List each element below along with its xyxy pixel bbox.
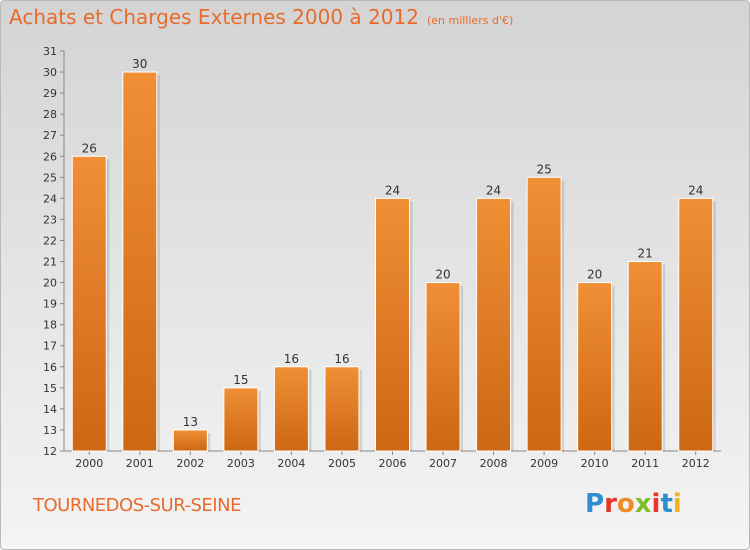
x-tick-label: 2004 — [277, 457, 305, 470]
x-tick-label: 2011 — [631, 457, 659, 470]
logo-letter: i — [672, 489, 682, 519]
x-tick-label: 2003 — [227, 457, 255, 470]
bar-value-label: 21 — [638, 247, 653, 261]
x-tick-label: 2005 — [328, 457, 356, 470]
proxiti-logo: Proxiti — [585, 489, 682, 519]
logo-letter: t — [660, 489, 673, 519]
y-tick-label: 30 — [43, 66, 57, 79]
x-tick-label: 2006 — [379, 457, 407, 470]
x-tick-label: 2009 — [530, 457, 558, 470]
y-tick-label: 21 — [43, 256, 57, 269]
y-tick-label: 18 — [43, 319, 57, 332]
y-tick-label: 12 — [43, 445, 57, 458]
bars — [71, 71, 716, 452]
y-tick-label: 26 — [43, 150, 57, 163]
y-tick-label: 31 — [43, 45, 57, 58]
x-tick-label: 2012 — [682, 457, 710, 470]
x-tick-label: 2002 — [176, 457, 204, 470]
bar-2001 — [122, 71, 158, 452]
bar-2010 — [577, 282, 613, 452]
y-tick-label: 20 — [43, 277, 57, 290]
y-tick-label: 27 — [43, 129, 57, 142]
y-tick-label: 13 — [43, 424, 57, 437]
y-tick-label: 19 — [43, 298, 57, 311]
logo-letter: o — [616, 489, 635, 519]
x-tick-label: 2000 — [75, 457, 103, 470]
x-tick-label: 2010 — [581, 457, 609, 470]
bar-2006 — [375, 197, 410, 452]
bar-value-label: 16 — [284, 352, 299, 366]
data-labels: 26 2000 30 2001 13 2002 15 2003 16 2004 16 2005 24 20… — [75, 57, 709, 470]
bar-value-label: 30 — [132, 57, 147, 71]
bar-2004 — [273, 366, 309, 452]
bar-2009 — [526, 176, 562, 452]
bar-2002 — [172, 429, 208, 452]
y-tick-label: 14 — [43, 403, 57, 416]
bar-value-label: 13 — [183, 415, 198, 429]
bar-value-label: 20 — [435, 268, 450, 282]
bar-value-label: 15 — [233, 373, 248, 387]
y-tick-label: 28 — [43, 108, 57, 121]
commune-name: TOURNEDOS-SUR-SEINE — [33, 495, 241, 516]
logo-letter: i — [651, 489, 661, 519]
bar-2007 — [425, 282, 461, 452]
bar-2008 — [476, 197, 512, 452]
bar-value-label: 26 — [82, 141, 97, 155]
y-tick-label: 22 — [43, 234, 57, 247]
y-tick-label: 25 — [43, 171, 57, 184]
x-tick-label: 2008 — [480, 457, 508, 470]
bar-2003 — [223, 387, 259, 452]
bar-value-label: 16 — [334, 352, 349, 366]
y-tick-label: 16 — [43, 361, 57, 374]
axes: 12 13 14 15 16 17 18 19 20 21 22 23 24 25 26 27 28 29 30 31 — [43, 45, 721, 458]
title-text: Achats et Charges Externes 2000 à 2012 — [9, 5, 419, 29]
bar-2000 — [71, 155, 107, 452]
bar-value-label: 24 — [688, 183, 703, 197]
chart-title: Achats et Charges Externes 2000 à 2012 (e… — [9, 5, 513, 29]
bar-value-label: 20 — [587, 268, 602, 282]
x-tick-label: 2007 — [429, 457, 457, 470]
y-tick-label: 17 — [43, 340, 57, 353]
y-tick-label: 15 — [43, 382, 57, 395]
chart-subtitle: (en milliers d'€) — [426, 14, 514, 27]
logo-letter: r — [604, 489, 617, 519]
logo-letter: x — [634, 489, 652, 519]
y-tick-label: 23 — [43, 213, 57, 226]
bar-2012 — [678, 197, 714, 452]
y-tick-label: 29 — [43, 87, 57, 100]
bar-value-label: 24 — [385, 183, 400, 197]
bar-value-label: 24 — [486, 183, 501, 197]
bar-value-label: 25 — [536, 162, 551, 176]
bar-2011 — [627, 261, 663, 452]
x-tick-label: 2001 — [126, 457, 154, 470]
bar-2005 — [324, 366, 360, 452]
logo-letter: P — [585, 489, 605, 519]
y-tick-label: 24 — [43, 192, 57, 205]
